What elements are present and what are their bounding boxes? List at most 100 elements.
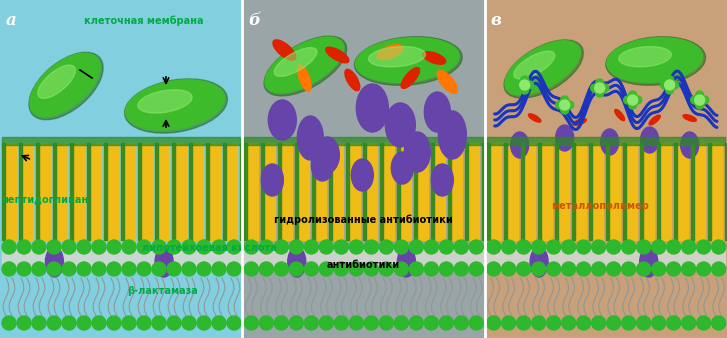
Bar (240, 143, 243, 240)
Circle shape (212, 240, 226, 254)
Bar (295, 143, 298, 240)
Circle shape (289, 316, 303, 330)
Circle shape (425, 316, 438, 330)
Text: в: в (491, 12, 502, 29)
Circle shape (547, 316, 561, 330)
Bar (449, 143, 462, 240)
Bar (465, 143, 479, 240)
Ellipse shape (126, 80, 225, 130)
Text: липотейхоевая кислота: липотейхоевая кислота (142, 243, 277, 254)
Circle shape (691, 96, 699, 104)
Circle shape (712, 262, 726, 276)
Circle shape (92, 240, 106, 254)
Bar (104, 143, 107, 240)
Circle shape (17, 316, 31, 330)
Circle shape (152, 240, 166, 254)
Bar (640, 143, 643, 240)
Bar (521, 143, 523, 240)
Circle shape (379, 316, 393, 330)
Circle shape (289, 262, 303, 276)
Circle shape (425, 262, 438, 276)
Circle shape (595, 79, 603, 87)
Bar (691, 143, 704, 240)
Circle shape (629, 91, 637, 99)
Ellipse shape (615, 110, 624, 121)
Circle shape (274, 240, 289, 254)
Circle shape (32, 316, 46, 330)
Circle shape (334, 262, 348, 276)
Bar (656, 143, 659, 240)
Circle shape (547, 262, 561, 276)
Circle shape (601, 84, 608, 92)
Circle shape (137, 316, 151, 330)
Circle shape (634, 96, 642, 104)
Bar (622, 143, 637, 240)
Bar (364, 143, 366, 240)
Bar (87, 143, 90, 240)
Circle shape (682, 240, 696, 254)
Bar (364, 143, 377, 240)
Circle shape (547, 240, 561, 254)
Circle shape (577, 240, 590, 254)
Bar (486, 247, 725, 269)
Circle shape (439, 262, 454, 276)
Bar (555, 143, 569, 240)
Bar (674, 143, 677, 240)
Circle shape (560, 100, 570, 110)
Circle shape (667, 240, 680, 254)
Bar (2, 247, 241, 269)
Circle shape (167, 240, 181, 254)
Circle shape (712, 240, 726, 254)
Circle shape (197, 316, 211, 330)
Bar (485, 0, 727, 338)
Circle shape (244, 262, 258, 276)
Circle shape (666, 86, 674, 94)
Circle shape (47, 316, 61, 330)
Circle shape (274, 262, 289, 276)
Bar (155, 143, 169, 240)
Circle shape (696, 91, 704, 99)
Circle shape (107, 262, 121, 276)
Bar (414, 143, 428, 240)
Circle shape (712, 316, 726, 330)
Circle shape (682, 262, 696, 276)
Circle shape (595, 89, 603, 97)
Circle shape (334, 240, 348, 254)
Ellipse shape (385, 103, 415, 147)
Circle shape (486, 316, 501, 330)
Circle shape (350, 240, 364, 254)
Ellipse shape (640, 247, 658, 277)
Bar (486, 143, 501, 240)
Bar (223, 143, 226, 240)
Circle shape (470, 240, 483, 254)
Ellipse shape (438, 111, 466, 159)
Ellipse shape (437, 71, 457, 93)
Circle shape (409, 316, 423, 330)
Bar (589, 143, 592, 240)
Circle shape (577, 316, 590, 330)
Text: β-лактамаза: β-лактамаза (127, 286, 198, 296)
Bar (640, 143, 654, 240)
Circle shape (486, 240, 501, 254)
Circle shape (212, 262, 226, 276)
Bar (465, 143, 468, 240)
Circle shape (595, 83, 605, 93)
Bar (431, 143, 434, 240)
Ellipse shape (649, 115, 660, 125)
Bar (538, 143, 552, 240)
Circle shape (666, 76, 674, 84)
Bar (104, 143, 118, 240)
Bar (19, 143, 22, 240)
Bar (571, 143, 586, 240)
Ellipse shape (268, 100, 297, 140)
Circle shape (319, 240, 334, 254)
Circle shape (77, 316, 91, 330)
Circle shape (364, 262, 378, 276)
Circle shape (555, 101, 563, 109)
Circle shape (439, 240, 454, 254)
Circle shape (2, 316, 16, 330)
Ellipse shape (573, 119, 586, 125)
Bar (278, 143, 292, 240)
Circle shape (439, 316, 454, 330)
Circle shape (667, 262, 680, 276)
